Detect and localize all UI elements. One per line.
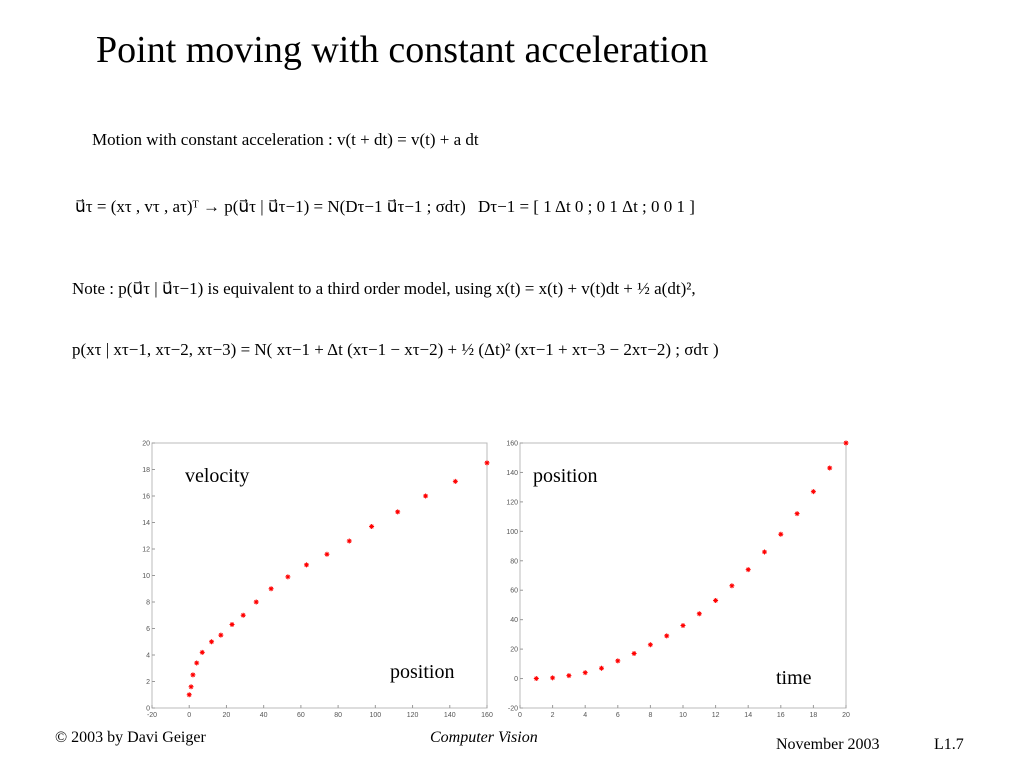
- chart-annotation: time: [776, 667, 812, 689]
- y-tick-label: 160: [506, 441, 518, 448]
- x-tick-label: 2: [551, 712, 555, 719]
- y-tick-label: 0: [146, 706, 150, 713]
- data-point: [533, 676, 539, 682]
- y-tick-label: 2: [146, 679, 150, 686]
- data-point: [423, 493, 429, 499]
- data-point: [268, 586, 274, 592]
- x-tick-label: 20: [223, 712, 231, 719]
- chart-annotation: position: [533, 465, 597, 487]
- equation: u⃗τ = (xτ , vτ , aτ)ᵀ → p(u⃗τ | u⃗τ−1) =…: [75, 197, 466, 216]
- chart-annotation: velocity: [185, 465, 249, 487]
- x-tick-label: -20: [147, 712, 157, 719]
- x-tick-label: 60: [297, 712, 305, 719]
- data-point: [843, 440, 849, 446]
- equation: Motion with constant acceleration : v(t …: [92, 130, 479, 149]
- x-tick-label: 18: [810, 712, 818, 719]
- data-point: [346, 538, 352, 544]
- footer-course: Computer Vision: [430, 729, 538, 746]
- x-tick-label: 20: [842, 712, 850, 719]
- data-point: [395, 509, 401, 515]
- y-tick-label: 140: [506, 470, 518, 477]
- x-tick-label: 4: [583, 712, 587, 719]
- data-point: [745, 567, 751, 573]
- data-point: [615, 658, 621, 664]
- data-point: [369, 523, 375, 529]
- data-point: [484, 460, 490, 466]
- y-tick-label: 12: [142, 547, 150, 554]
- data-point: [713, 598, 719, 604]
- chart-annotation: position: [390, 661, 454, 683]
- data-point: [566, 673, 572, 679]
- x-tick-label: 0: [518, 712, 522, 719]
- data-point: [190, 672, 196, 678]
- y-tick-label: 40: [510, 617, 518, 624]
- footer-date: November 2003: [776, 736, 880, 753]
- x-tick-label: 120: [407, 712, 419, 719]
- data-point: [664, 633, 670, 639]
- data-point: [762, 549, 767, 555]
- x-tick-label: 160: [481, 712, 493, 719]
- y-tick-label: 60: [510, 588, 518, 595]
- x-tick-label: 12: [712, 712, 720, 719]
- data-point: [810, 489, 816, 495]
- equation: p(xτ | xτ−1, xτ−2, xτ−3) = N( xτ−1 + Δt …: [72, 340, 719, 359]
- y-tick-label: 20: [142, 441, 150, 448]
- x-tick-label: 8: [648, 712, 652, 719]
- data-point: [696, 611, 702, 617]
- data-point: [582, 670, 588, 676]
- y-tick-label: 16: [142, 494, 150, 501]
- x-tick-label: 80: [334, 712, 342, 719]
- data-point: [778, 531, 784, 537]
- y-tick-label: 20: [510, 647, 518, 654]
- y-tick-label: 120: [506, 499, 518, 506]
- footer-copyright: © 2003 by Davi Geiger: [55, 729, 206, 746]
- y-tick-label: 0: [514, 676, 518, 683]
- y-tick-label: 8: [146, 600, 150, 607]
- data-point: [550, 675, 556, 681]
- y-tick-label: 14: [142, 520, 150, 527]
- x-tick-label: 0: [187, 712, 191, 719]
- y-tick-label: -20: [508, 706, 518, 713]
- data-point: [647, 642, 653, 648]
- data-point: [186, 692, 192, 698]
- y-tick-label: 18: [142, 467, 150, 474]
- equation: Dτ−1 = [ 1 Δt 0 ; 0 1 Δt ; 0 0 1 ]: [478, 197, 695, 216]
- data-point: [729, 583, 735, 589]
- data-point: [240, 612, 246, 618]
- x-tick-label: 6: [616, 712, 620, 719]
- y-tick-label: 6: [146, 626, 150, 633]
- x-tick-label: 10: [679, 712, 687, 719]
- data-point: [452, 478, 458, 484]
- data-point: [285, 574, 291, 580]
- x-tick-label: 16: [777, 712, 785, 719]
- y-tick-label: 100: [506, 529, 518, 536]
- data-point: [209, 639, 215, 645]
- x-tick-label: 100: [369, 712, 381, 719]
- data-point: [827, 465, 833, 471]
- x-tick-label: 14: [744, 712, 752, 719]
- data-point: [631, 651, 637, 657]
- slide-title: Point moving with constant acceleration: [96, 29, 708, 71]
- y-tick-label: 4: [146, 653, 150, 660]
- data-point: [218, 632, 224, 638]
- data-point: [199, 649, 205, 655]
- data-point: [794, 511, 800, 517]
- equation: Note : p(u⃗τ | u⃗τ−1) is equivalent to a…: [72, 279, 696, 298]
- data-point: [229, 622, 235, 628]
- data-point: [324, 551, 330, 557]
- x-tick-label: 40: [260, 712, 268, 719]
- footer-page: L1.7: [934, 736, 964, 753]
- data-point: [680, 623, 686, 629]
- data-point: [303, 562, 309, 568]
- y-tick-label: 10: [142, 573, 150, 580]
- data-point: [253, 599, 259, 605]
- data-point: [599, 665, 604, 671]
- data-point: [188, 684, 194, 690]
- data-point: [194, 660, 200, 666]
- y-tick-label: 80: [510, 558, 518, 565]
- x-tick-label: 140: [444, 712, 456, 719]
